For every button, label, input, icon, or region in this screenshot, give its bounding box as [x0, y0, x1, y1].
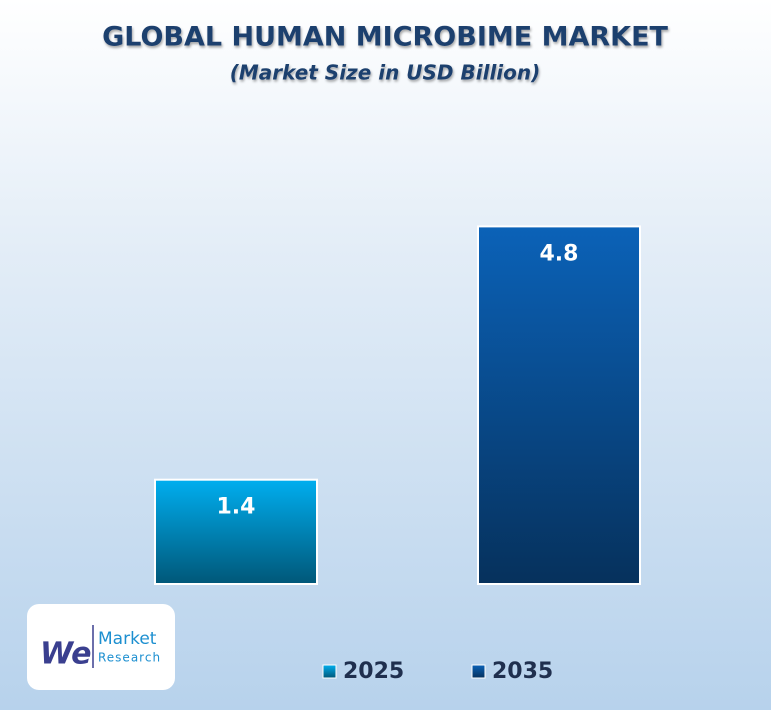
logo-box: [27, 604, 175, 690]
bar: [477, 225, 641, 585]
legend-swatch: [322, 664, 337, 679]
logo: We Market Research: [27, 604, 175, 690]
data-label: 1.4: [217, 495, 256, 520]
chart-subtitle: (Market Size in USD Billion): [230, 61, 541, 85]
data-label: 4.8: [540, 241, 579, 266]
bar: [154, 478, 318, 586]
legend-label: 2025: [343, 659, 404, 684]
logo-mark: We: [40, 637, 92, 672]
logo-name: Market: [98, 629, 157, 649]
chart-title: GLOBAL HUMAN MICROBIME MARKET: [102, 22, 668, 53]
legend-label: 2035: [492, 659, 553, 684]
legend-swatch: [471, 664, 486, 679]
logo-sub: Research: [98, 651, 161, 665]
